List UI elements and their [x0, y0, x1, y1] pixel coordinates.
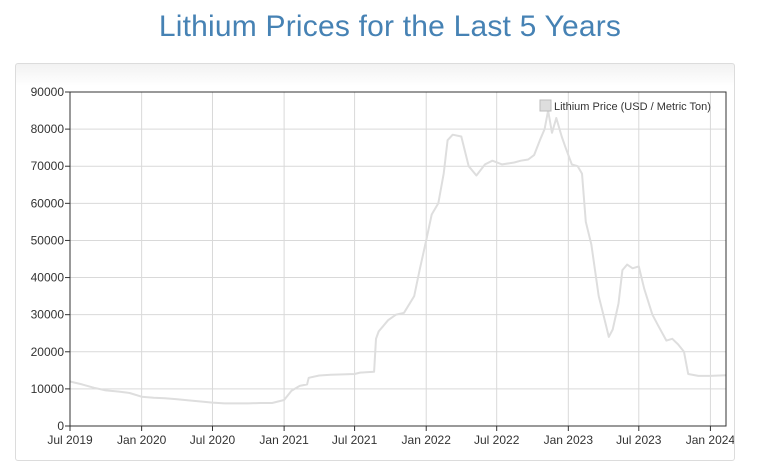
x-tick-label: Jul 2020 — [190, 433, 236, 447]
x-tick-label: Jul 2023 — [616, 433, 662, 447]
x-tick-label: Jul 2021 — [332, 433, 378, 447]
legend-swatch[interactable] — [539, 99, 552, 112]
y-tick-label: 10000 — [31, 382, 65, 396]
y-tick-label: 90000 — [31, 85, 65, 99]
lithium-price-chart: 0 10000 20000 30000 40000 50000 60000 70000 8000… — [31, 85, 734, 447]
legend-label[interactable]: Lithium Price (USD / Metric Ton) — [554, 101, 711, 113]
y-tick-label: 70000 — [31, 159, 65, 173]
x-tick-label: Jan 2022 — [402, 433, 452, 447]
series-line — [69, 109, 727, 405]
x-tick-label: Jul 2019 — [47, 433, 93, 447]
legend[interactable]: Lithium Price (USD / Metric Ton) — [539, 99, 711, 113]
grid-lines — [69, 91, 726, 427]
y-axis-ticks: 0 10000 20000 30000 40000 50000 60000 70000 8000… — [31, 85, 70, 433]
plot-frame — [69, 91, 727, 427]
axes — [69, 91, 727, 427]
x-tick-label: Jan 2024 — [686, 433, 734, 447]
y-tick-label: 30000 — [31, 308, 65, 322]
y-tick-label: 20000 — [31, 345, 65, 359]
x-tick-label: Jul 2022 — [474, 433, 520, 447]
x-tick-label: Jan 2021 — [259, 433, 309, 447]
x-tick-label: Jan 2023 — [544, 433, 594, 447]
y-tick-label: 0 — [57, 419, 64, 433]
x-axis-ticks: Jul 2019 Jan 2020 Jul 2020 Jan 2021 Jul 2021… — [47, 426, 734, 447]
y-tick-label: 60000 — [31, 196, 65, 210]
page-title: Lithium Prices for the Last 5 Years — [158, 10, 622, 43]
y-tick-label: 50000 — [31, 233, 65, 247]
y-tick-label: 40000 — [31, 271, 65, 285]
x-tick-label: Jan 2020 — [117, 433, 167, 447]
chart-panel: 0 10000 20000 30000 40000 50000 60000 70000 8000… — [15, 63, 735, 461]
y-tick-label: 80000 — [31, 122, 65, 136]
series-layer — [69, 109, 727, 405]
